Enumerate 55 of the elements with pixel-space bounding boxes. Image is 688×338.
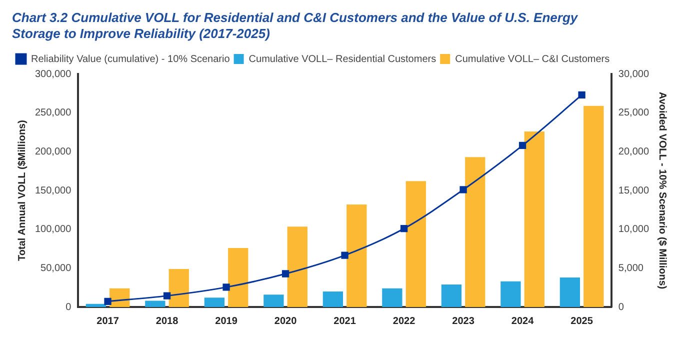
y2-tick-label: 5,000 [618,262,644,274]
bar [287,226,308,307]
y2-tick-label: 25,000 [618,108,650,119]
x-tick-label: 2021 [334,316,356,327]
bar [228,248,248,307]
point [460,186,467,194]
y2-tick-label: 30,000 [618,68,650,80]
bar [264,294,284,307]
y-tick-label: 200,000 [34,146,72,158]
y2-tick-label: 0 [618,302,624,313]
y-axis-title: Total Annual VOLL ($Millions) [16,120,28,261]
y2-tick-label: 10,000 [618,224,650,236]
legend-label: Cumulative VOLL– Residential Customers [248,54,436,65]
x-tick-label: 2017 [96,316,120,327]
bar [560,277,580,307]
point [222,284,230,291]
x-tick-label: 2024 [511,316,534,327]
y-tick-label: 0 [66,302,72,313]
bar [322,291,344,307]
bar [500,281,521,307]
bar [346,204,367,307]
bar [145,300,166,307]
point [341,252,348,259]
legend-label: Cumulative VOLL– C&I Customers [455,54,610,65]
bar [86,304,106,307]
x-tick-label: 2025 [570,316,594,327]
chart-title: Chart 3.2 Cumulative VOLL for Residential and C&I Customers and the Value of U.S. Energy Storage to Improve Reliability (2017-2025) [11,9,579,43]
bar [406,181,426,307]
point [104,298,112,305]
point [578,91,586,99]
point [400,224,408,232]
point [163,292,171,300]
y2-axis-title: Avoided VOLL - 10% Scenario ($ Millions) [656,92,668,290]
y-tick-label: 50,000 [40,262,72,274]
y-tick-label: 300,000 [34,68,72,80]
bar [382,288,402,307]
y2-tick-label: 20,000 [618,146,650,158]
y-tick-label: 250,000 [34,108,72,119]
bar [524,131,544,307]
x-tick-label: 2022 [392,316,416,327]
x-tick-label: 2019 [215,316,238,327]
legend-label: Reliability Value (cumulative) - 10% Scenario [31,54,230,65]
y2-tick-label: 15,000 [618,185,650,196]
x-tick-label: 2023 [452,316,475,327]
y-tick-label: 100,000 [34,224,72,236]
point [282,270,290,278]
bar [465,157,486,307]
x-tick-label: 2018 [156,316,179,327]
bar [204,298,224,307]
bar [441,284,462,307]
y-tick-label: 150,000 [34,185,72,196]
bar [168,268,189,307]
bar [584,106,604,307]
x-tick-label: 2020 [274,316,298,327]
point [518,142,526,150]
